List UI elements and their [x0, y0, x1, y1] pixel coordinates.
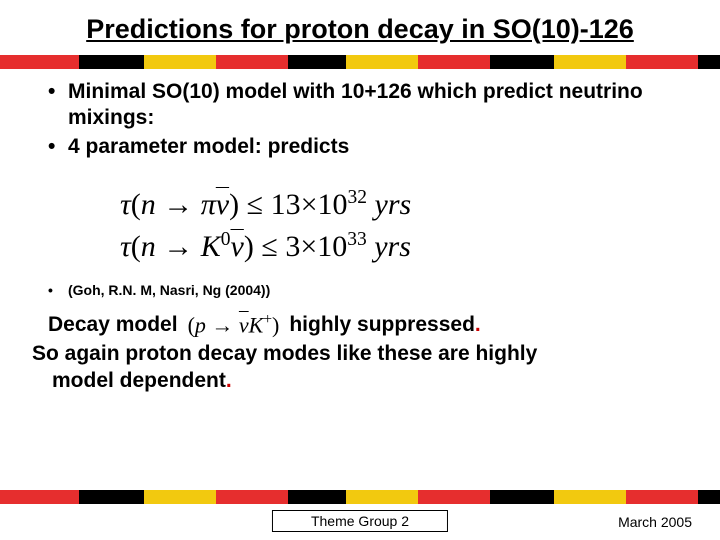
- footer-theme-group: Theme Group 2: [272, 510, 448, 532]
- decay-paragraph: Decay model (p → νK+) highly suppressed …: [0, 304, 720, 395]
- equation-line-1: τ(n → πν) ≤ 13×1032 yrs: [120, 184, 720, 226]
- reference-citation: (Goh, R.N. M, Nasri, Ng (2004)): [0, 276, 720, 304]
- maryland-stripe-bottom: [0, 490, 720, 504]
- equation-line-2: τ(n → K0ν) ≤ 3×1033 yrs: [120, 226, 720, 268]
- maryland-stripe-top: [0, 55, 720, 69]
- decay-text-line3: model dependent.: [32, 367, 684, 394]
- bullet-list: Minimal SO(10) model with 10+126 which p…: [0, 69, 720, 166]
- decay-inline-equation: (p → νK+): [178, 310, 290, 340]
- decay-text-2: highly suppressed: [289, 311, 475, 338]
- footer-date: March 2005: [618, 514, 692, 530]
- red-period-2: .: [226, 369, 232, 392]
- red-period-1: .: [475, 311, 481, 338]
- reference-text: (Goh, R.N. M, Nasri, Ng (2004)): [48, 282, 680, 298]
- bullet-item-1: Minimal SO(10) model with 10+126 which p…: [48, 79, 680, 132]
- equations-block: τ(n → πν) ≤ 13×1032 yrs τ(n → K0ν) ≤ 3×1…: [0, 166, 720, 276]
- slide-title: Predictions for proton decay in SO(10)-1…: [0, 0, 720, 55]
- decay-text-line2: So again proton decay modes like these a…: [32, 340, 684, 367]
- bullet-item-2: 4 parameter model: predicts: [48, 134, 680, 160]
- slide-footer: Theme Group 2 March 2005: [0, 508, 720, 532]
- decay-text-1: Decay model: [48, 311, 178, 338]
